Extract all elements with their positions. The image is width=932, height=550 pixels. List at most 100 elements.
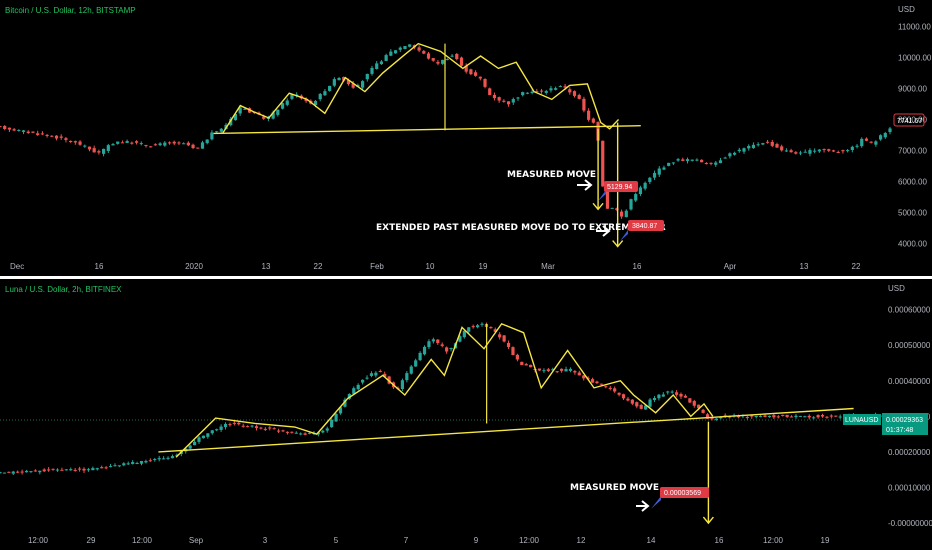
candle [31,131,35,134]
candle [474,70,478,77]
candle [113,463,117,467]
candle [285,431,290,435]
candle [92,145,96,153]
candle [417,45,421,53]
candle [166,456,170,460]
candle [595,380,599,385]
luna-price-tag-1: 0.00003569 [651,487,709,509]
candle [131,460,135,465]
candle [321,429,325,434]
candle [33,469,37,472]
candle [272,427,276,430]
candle [379,59,384,65]
luna-last-price-label: 0.00029363 [886,417,923,424]
luna-chart-panel[interactable]: 0.000600000.000500000.000400000.00030000… [0,284,932,545]
luna-x-tick-label: 12 [577,536,586,545]
btc-price-axis[interactable]: 11000.00 10000.00 9000.00 8000.00 7000.00 600… [898,23,932,249]
candle [483,78,487,89]
candle [869,141,873,144]
candle [644,405,648,410]
candle [679,392,683,399]
candle [630,399,634,406]
btc-last-price-tag: 7741.67 [893,113,925,127]
candle [91,466,95,471]
candle [383,371,387,378]
candle [789,415,794,418]
candle [834,415,838,418]
candle [450,53,454,58]
candle [117,465,121,468]
luna-pattern-lines [158,322,854,525]
btc-last-price-label: 7741.67 [897,118,922,125]
btc-price-tag-2-label: 3840.87 [632,223,657,230]
candle [756,142,760,147]
candle [704,162,708,165]
candle [874,140,878,147]
candle [325,426,329,433]
candle [64,136,68,143]
btc-chart-panel[interactable]: 11000.00 10000.00 9000.00 8000.00 7000.00 600… [0,5,932,271]
candle [462,330,466,339]
luna-x-tick-label: 16 [715,536,724,545]
candle [100,465,104,469]
candle [403,45,407,50]
candle [337,76,341,81]
luna-x-tick-label: Sep [189,536,204,545]
candle [228,422,232,427]
candle [24,469,29,473]
candle [692,399,696,408]
candle [422,345,427,356]
candle [846,149,850,153]
candle [250,424,254,428]
candle [695,158,699,162]
candle [408,44,412,48]
candle [652,396,657,403]
candle [441,59,445,65]
candle [50,135,54,138]
panel-divider[interactable] [0,276,932,279]
btc-x-tick-label: 10 [426,262,435,271]
candle [285,98,289,107]
candle [148,458,152,462]
btc-candles [0,44,892,219]
candle [709,162,713,166]
luna-y-tick-label: 0.00060000 [888,306,931,315]
candle [775,142,779,148]
candle [582,375,586,381]
candle [21,129,26,135]
candle [502,335,506,343]
luna-time-axis[interactable]: 12:00 29 12:00 Sep 3 5 7 9 12:00 12 14 16 12:00 19 [28,536,830,545]
btc-x-tick-label: 22 [314,262,323,271]
candle [303,432,307,436]
candle [436,339,440,345]
candle [82,467,86,473]
candle [167,141,172,145]
candle [219,424,223,432]
candle [648,176,652,185]
candle [69,140,73,143]
candle [153,457,157,462]
candle [613,386,617,393]
candle [888,126,892,135]
candle [621,393,626,401]
candle [829,414,833,419]
candle [511,97,515,105]
candle [26,130,30,134]
candle [670,390,674,394]
candle [73,140,77,145]
candle [398,46,402,53]
candle [104,466,108,470]
candle [761,142,765,146]
candle [661,392,665,397]
candle [11,470,15,476]
candle [400,378,405,392]
candle [3,125,7,131]
btc-x-tick-label: 13 [262,262,271,271]
candle [511,346,515,356]
candle [200,140,205,149]
luna-last-price-tag: LUNAUSD 0.00029363 01:37:48 [843,413,928,435]
btc-time-axis[interactable]: Dec 16 2020 13 22 Feb 10 19 Mar 16 Apr 13 22 [10,262,861,271]
candle [201,435,206,439]
candle [812,416,816,420]
luna-x-tick-label: 3 [263,536,268,545]
